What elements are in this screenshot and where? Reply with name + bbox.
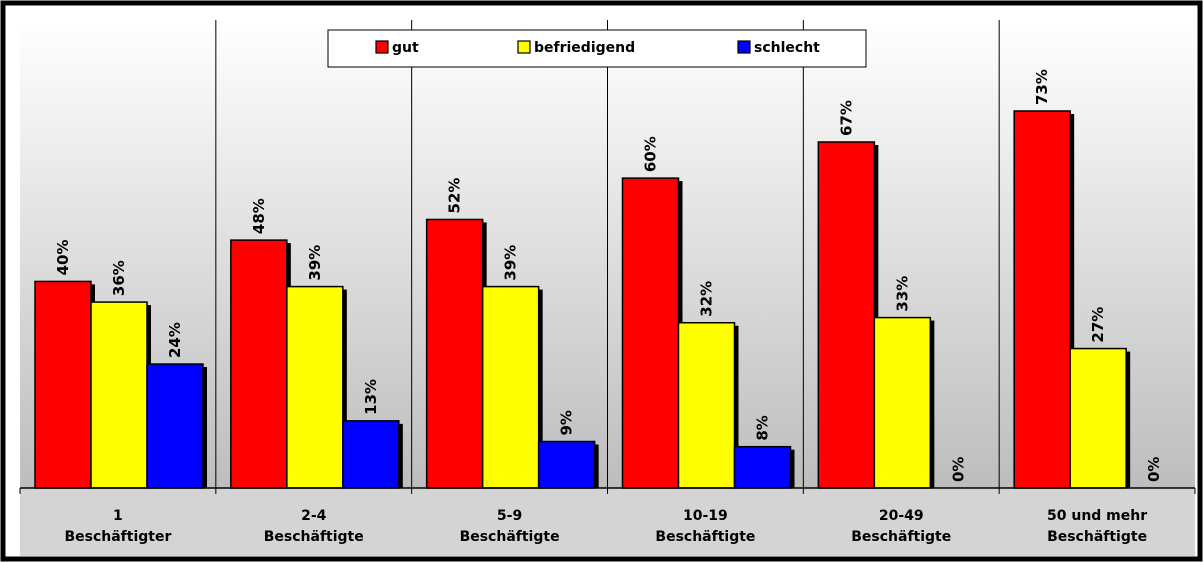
bar-gut	[230, 239, 288, 489]
bar-befriedigend	[677, 321, 736, 489]
value-label: 0%	[949, 457, 967, 482]
value-labels: 40% 36% 24% 48% 39% 13% 52% 39% 9% 60% 32% 8% 67% 33%…	[54, 69, 1163, 482]
legend-box	[327, 29, 867, 68]
bar-befriedigend	[1069, 347, 1127, 489]
value-label: 8%	[754, 415, 772, 440]
category-band	[20, 488, 1195, 556]
bar-marks	[34, 110, 1131, 489]
category-label: Beschäftigte	[264, 529, 364, 545]
value-label: 9%	[558, 410, 576, 435]
value-label: 13%	[362, 379, 380, 415]
value-label: 36%	[110, 260, 128, 296]
bar-befriedigend	[286, 285, 344, 489]
legend-label-befriedigend: befriedigend	[534, 40, 635, 56]
category-label: 5-9	[497, 508, 522, 524]
category-label: 20-49	[879, 508, 924, 524]
legend-swatch-schlecht	[737, 40, 751, 54]
x-axis-ticks	[19, 488, 1196, 494]
category-label: Beschäftigter	[64, 529, 171, 545]
value-label: 67%	[837, 100, 855, 136]
value-label: 33%	[893, 276, 911, 312]
category-label: 50 und mehr	[1047, 508, 1147, 524]
bar-gut	[425, 218, 484, 489]
bar-schlecht	[537, 440, 596, 489]
category-labels: 1 Beschäftigter 2-4 Beschäftigte 5-9 Beschäft…	[64, 508, 1147, 545]
bar-gut	[1013, 110, 1071, 489]
category-label: Beschäftigte	[851, 529, 951, 545]
bar-schlecht	[342, 420, 400, 489]
category-label: Beschäftigte	[655, 529, 755, 545]
category-label: Beschäftigte	[460, 529, 560, 545]
category-dividers	[215, 20, 1000, 488]
value-label: 39%	[306, 245, 324, 281]
bar-befriedigend	[481, 285, 540, 489]
legend-label-gut: gut	[392, 40, 419, 56]
value-label: 48%	[250, 198, 268, 234]
category-label: Beschäftigte	[1047, 529, 1147, 545]
value-label: 73%	[1033, 69, 1051, 105]
value-label: 40%	[54, 240, 72, 276]
value-label: 27%	[1089, 307, 1107, 343]
value-label: 52%	[446, 178, 464, 214]
value-label: 24%	[166, 322, 184, 358]
bar-gut	[34, 280, 92, 489]
legend-label-schlecht: schlecht	[754, 40, 820, 56]
category-label: 1	[113, 508, 123, 524]
bar-gut	[817, 141, 876, 489]
category-label: 10-19	[683, 508, 728, 524]
legend-swatch-befriedigend	[517, 40, 531, 54]
value-label: 0%	[1145, 457, 1163, 482]
legend-swatch-gut	[375, 40, 389, 54]
bar-befriedigend	[873, 316, 932, 489]
bar-befriedigend	[90, 301, 148, 489]
bar-gut	[621, 177, 680, 489]
category-label: 2-4	[301, 508, 327, 524]
bar-schlecht	[146, 363, 204, 489]
legend: gut befriedigend schlecht	[327, 29, 867, 68]
bar-schlecht	[733, 445, 792, 489]
value-label: 39%	[502, 245, 520, 281]
value-label: 32%	[698, 281, 716, 317]
value-label: 60%	[642, 136, 660, 172]
